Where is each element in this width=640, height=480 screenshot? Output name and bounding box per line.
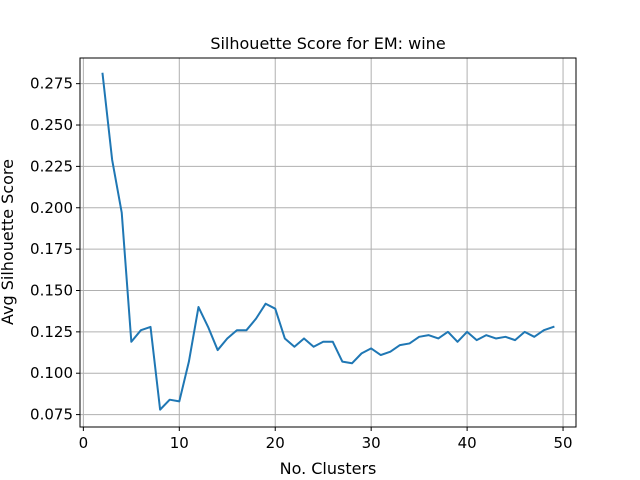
x-axis-label: No. Clusters: [280, 459, 377, 478]
y-tick-label: 0.275: [30, 75, 73, 93]
y-tick-label: 0.250: [30, 116, 73, 134]
x-tick-label: 30: [362, 434, 381, 452]
y-axis-ticks: 0.075 0.100 0.125 0.150 0.175 0.200 0.225 0.250…: [30, 75, 80, 424]
grid: [80, 58, 576, 427]
x-tick-label: 0: [79, 434, 89, 452]
y-tick-label: 0.175: [30, 240, 73, 258]
x-tick-label: 40: [458, 434, 477, 452]
y-tick-label: 0.100: [30, 364, 73, 382]
series-layer: [101, 72, 555, 411]
y-tick-label: 0.150: [30, 281, 73, 299]
plot-frame: [79, 57, 577, 428]
x-tick-label: 50: [554, 434, 573, 452]
x-tick-label: 20: [266, 434, 285, 452]
y-tick-label: 0.125: [30, 323, 73, 341]
y-axis-label: Avg Silhouette Score: [0, 159, 17, 325]
y-tick-label: 0.200: [30, 199, 73, 217]
x-axis-ticks: 0 10 20 30 40 50: [79, 427, 573, 452]
chart-title: Silhouette Score for EM: wine: [210, 34, 445, 53]
y-tick-label: 0.075: [30, 406, 73, 424]
x-tick-label: 10: [170, 434, 189, 452]
y-tick-label: 0.225: [30, 157, 73, 175]
series-line: [101, 72, 555, 411]
